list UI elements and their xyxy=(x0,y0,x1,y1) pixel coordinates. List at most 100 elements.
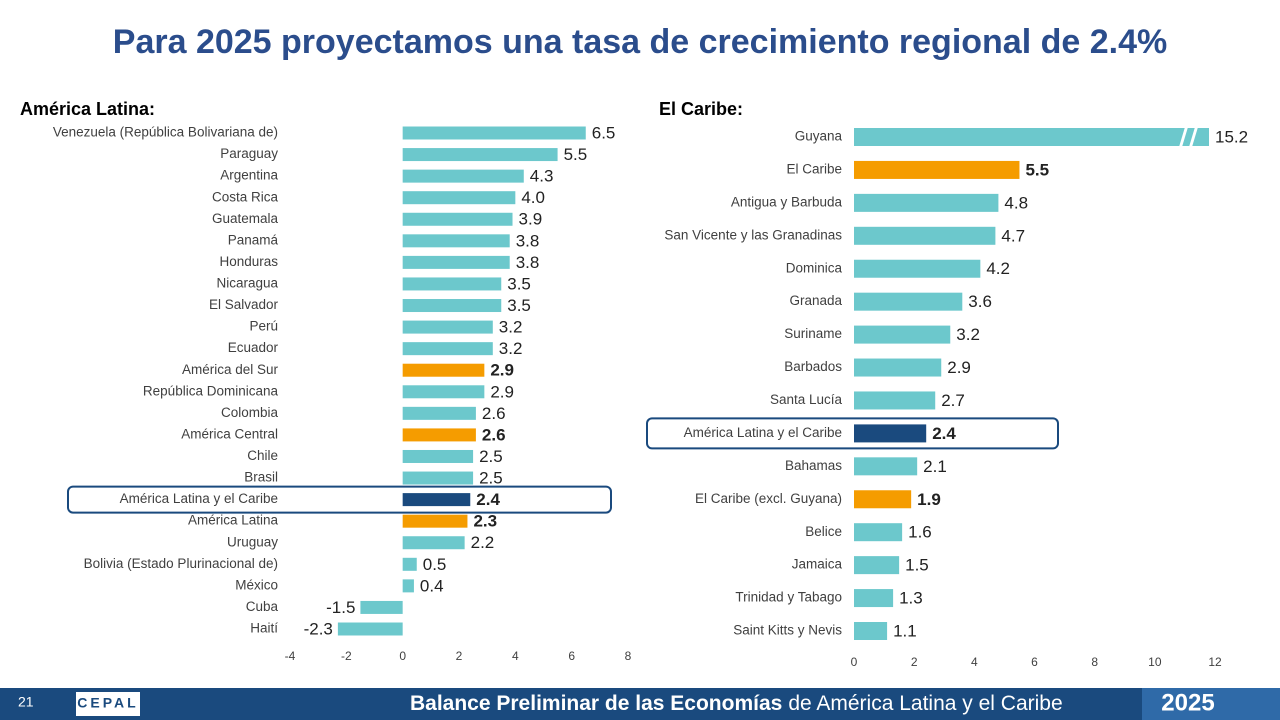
value-label: 2.6 xyxy=(482,425,506,444)
x-tick-label: 8 xyxy=(1091,655,1098,669)
value-label: 1.3 xyxy=(899,589,923,608)
bar xyxy=(402,191,516,205)
footer-title-rest: de América Latina y el Caribe xyxy=(788,692,1062,715)
bar xyxy=(402,320,493,334)
bar xyxy=(854,490,912,509)
value-label: 2.9 xyxy=(490,361,514,380)
category-label: Cuba xyxy=(246,599,279,614)
category-label: Jamaica xyxy=(792,557,843,572)
value-label: 2.4 xyxy=(932,424,956,443)
page-number: 21 xyxy=(18,694,34,710)
x-tick-label: 0 xyxy=(399,649,406,663)
category-label: San Vicente y las Granadinas xyxy=(664,227,842,242)
bar xyxy=(360,600,403,614)
bar xyxy=(854,259,981,278)
value-label: 2.4 xyxy=(476,490,500,509)
category-label: Costa Rica xyxy=(212,189,279,204)
category-label: Bahamas xyxy=(785,458,842,473)
category-label: México xyxy=(235,577,278,592)
bar xyxy=(402,148,558,162)
value-label: 5.5 xyxy=(1025,160,1049,179)
value-label: 4.3 xyxy=(530,167,554,186)
x-tick-label: 6 xyxy=(568,649,575,663)
category-label: América Latina y el Caribe xyxy=(684,425,842,440)
category-label: Chile xyxy=(247,448,278,463)
value-label: 15.2 xyxy=(1215,127,1248,146)
bar xyxy=(402,212,513,226)
bar xyxy=(402,579,414,593)
value-label: 2.6 xyxy=(482,404,506,423)
value-label: 2.2 xyxy=(471,533,495,552)
bar xyxy=(402,449,474,463)
bar xyxy=(402,493,471,507)
bar xyxy=(854,160,1020,179)
category-label: El Caribe (excl. Guyana) xyxy=(695,491,842,506)
value-label: 2.3 xyxy=(473,512,497,531)
value-label: 2.9 xyxy=(490,382,514,401)
category-label: América del Sur xyxy=(182,362,279,377)
category-label: Trinidad y Tabago xyxy=(735,590,842,605)
category-label: Bolivia (Estado Plurinacional de) xyxy=(84,556,278,571)
bar xyxy=(402,557,417,571)
logo-box xyxy=(76,692,140,716)
value-label: 3.2 xyxy=(956,325,980,344)
value-label: 4.7 xyxy=(1001,226,1025,245)
value-label: 6.5 xyxy=(592,123,616,142)
bar xyxy=(854,358,942,377)
value-label: 3.8 xyxy=(516,253,540,272)
footer-year: 2025 xyxy=(1161,689,1214,716)
value-label: 3.5 xyxy=(507,274,531,293)
bar xyxy=(854,523,903,542)
value-label: 2.9 xyxy=(947,358,971,377)
value-label: 0.4 xyxy=(420,576,444,595)
category-label: Brasil xyxy=(244,470,278,485)
category-label: Saint Kitts y Nevis xyxy=(733,623,842,638)
value-label: 5.5 xyxy=(564,145,588,164)
value-label: 3.8 xyxy=(516,231,540,250)
x-tick-label: 12 xyxy=(1208,655,1222,669)
category-label: El Salvador xyxy=(209,297,279,312)
value-label: 3.5 xyxy=(507,296,531,315)
category-label: Ecuador xyxy=(228,340,279,355)
bar xyxy=(854,424,927,443)
bar xyxy=(337,622,403,636)
bar xyxy=(854,622,888,640)
bar xyxy=(402,342,493,356)
value-label: 0.5 xyxy=(423,555,447,574)
bar xyxy=(402,277,502,291)
bar xyxy=(402,471,474,485)
value-label: 1.9 xyxy=(917,490,941,509)
value-label: 2.5 xyxy=(479,447,503,466)
category-label: Venezuela (República Bolivariana de) xyxy=(53,125,278,140)
bar xyxy=(402,536,465,550)
footer-year-box xyxy=(1142,688,1280,720)
bar xyxy=(402,169,524,183)
footer-title-bold: Balance Preliminar de las Economías xyxy=(410,692,782,715)
value-label: 4.0 xyxy=(521,188,545,207)
bar xyxy=(854,193,999,212)
slide-title: Para 2025 proyectamos una tasa de crecim… xyxy=(113,23,1167,61)
category-label: Perú xyxy=(249,319,278,334)
bar xyxy=(854,226,996,245)
highlight-box xyxy=(67,485,612,514)
x-tick-label: 10 xyxy=(1148,655,1162,669)
highlight-box xyxy=(646,417,1059,450)
x-tick-label: 8 xyxy=(625,649,632,663)
category-label: Granada xyxy=(789,293,842,308)
chart-title: América Latina: xyxy=(20,99,155,119)
bar xyxy=(402,385,485,399)
category-label: El Caribe xyxy=(786,161,842,176)
bar xyxy=(402,514,468,528)
value-label: 2.1 xyxy=(923,457,947,476)
category-label: Antigua y Barbuda xyxy=(731,194,843,209)
category-label: Panamá xyxy=(228,232,279,247)
bar xyxy=(854,325,951,344)
value-label: 2.7 xyxy=(941,391,965,410)
bar xyxy=(854,556,900,575)
bar xyxy=(854,457,918,476)
value-label: 2.5 xyxy=(479,469,503,488)
x-tick-label: -4 xyxy=(285,649,296,663)
category-label: Colombia xyxy=(221,405,279,420)
value-label: 3.6 xyxy=(968,292,992,311)
